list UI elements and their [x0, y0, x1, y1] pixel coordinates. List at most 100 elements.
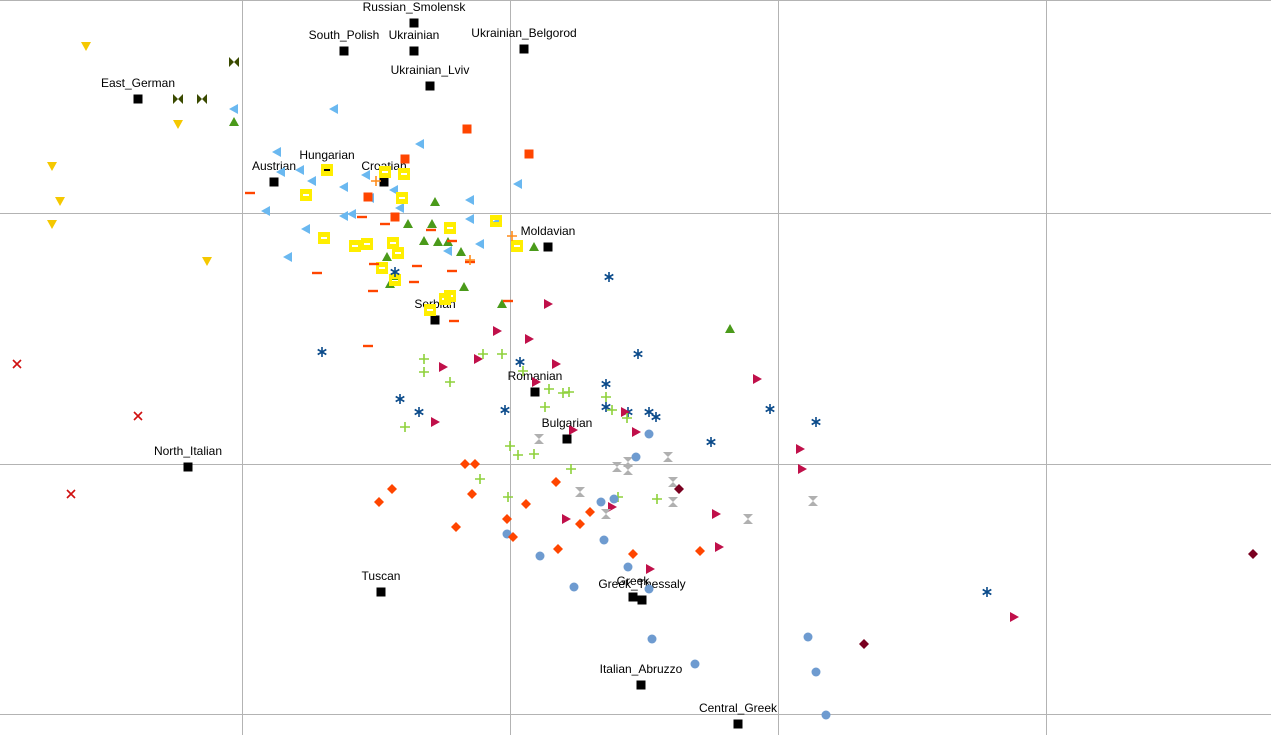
point: [295, 165, 304, 175]
point: [47, 220, 57, 229]
point-label: Central_Greek: [699, 701, 778, 715]
point: [529, 449, 539, 459]
point: [601, 392, 611, 402]
point: [628, 592, 638, 602]
point: [1248, 549, 1258, 559]
point: [389, 185, 398, 195]
point: [390, 212, 400, 222]
point: [575, 487, 585, 497]
point: [551, 477, 561, 487]
point: [646, 564, 655, 574]
point: [398, 168, 410, 180]
point: [379, 177, 389, 187]
point: [651, 412, 661, 422]
point: [312, 271, 322, 275]
point: [389, 274, 401, 286]
point: [753, 374, 762, 384]
point: [525, 334, 534, 344]
point: [652, 494, 662, 504]
point: [173, 120, 183, 129]
point: [347, 209, 356, 219]
point: [553, 544, 563, 554]
point: [623, 457, 633, 467]
point: [558, 388, 568, 398]
point: [283, 252, 292, 262]
point: [395, 394, 405, 404]
point: [403, 219, 413, 228]
point: [601, 379, 611, 389]
point: [368, 289, 378, 293]
point: [859, 639, 869, 649]
point: [439, 362, 448, 372]
point: [371, 176, 381, 186]
point: [447, 239, 457, 243]
point: [631, 452, 641, 462]
point: [596, 497, 606, 507]
point: [474, 354, 483, 364]
point: [456, 247, 466, 256]
point: [674, 484, 684, 494]
point-label: Italian_Abruzzo: [600, 662, 683, 676]
point-label: South_Polish: [309, 28, 380, 42]
point: [361, 170, 370, 180]
point: [569, 425, 578, 435]
point: [497, 349, 507, 359]
point: [451, 522, 461, 532]
point: [569, 582, 579, 592]
point: [439, 293, 451, 305]
point: [380, 222, 390, 226]
point: [349, 240, 361, 252]
point: [808, 496, 818, 506]
point: [400, 422, 410, 432]
point: [81, 42, 91, 51]
point: [503, 492, 513, 502]
point: [633, 349, 643, 359]
point: [387, 237, 399, 249]
point: [173, 94, 183, 104]
point: [982, 587, 992, 597]
point: [637, 595, 647, 605]
point: [363, 192, 373, 202]
point: [339, 46, 349, 56]
point: [497, 299, 507, 308]
point-label: Moldavian: [521, 224, 576, 238]
point: [663, 452, 673, 462]
point-label: Ukrainian: [389, 28, 440, 42]
point: [743, 514, 753, 524]
point: [430, 315, 440, 325]
point: [444, 222, 456, 234]
point: [530, 387, 540, 397]
point: [133, 94, 143, 104]
point: [409, 18, 419, 28]
point: [500, 405, 510, 415]
point: [733, 719, 743, 729]
point: [301, 224, 310, 234]
point: [272, 147, 281, 157]
point: [445, 377, 455, 387]
point: [261, 206, 270, 216]
point: [382, 252, 392, 261]
point: [269, 177, 279, 187]
point: [387, 484, 397, 494]
point-label: Greek_Thessaly: [598, 577, 685, 591]
point: [566, 464, 576, 474]
point: [419, 367, 429, 377]
point: [202, 257, 212, 266]
point: [465, 255, 475, 265]
point: [361, 238, 373, 250]
point: [796, 444, 805, 454]
point-label: Hungarian: [299, 148, 354, 162]
point: [395, 203, 404, 213]
point: [562, 514, 571, 524]
point: [765, 404, 775, 414]
point-label: Austrian: [252, 159, 296, 173]
point: [465, 214, 474, 224]
point: [521, 499, 531, 509]
point: [475, 239, 484, 249]
point: [644, 584, 654, 594]
point: [447, 269, 457, 273]
point: [183, 462, 193, 472]
point: [585, 507, 595, 517]
point: [502, 514, 512, 524]
